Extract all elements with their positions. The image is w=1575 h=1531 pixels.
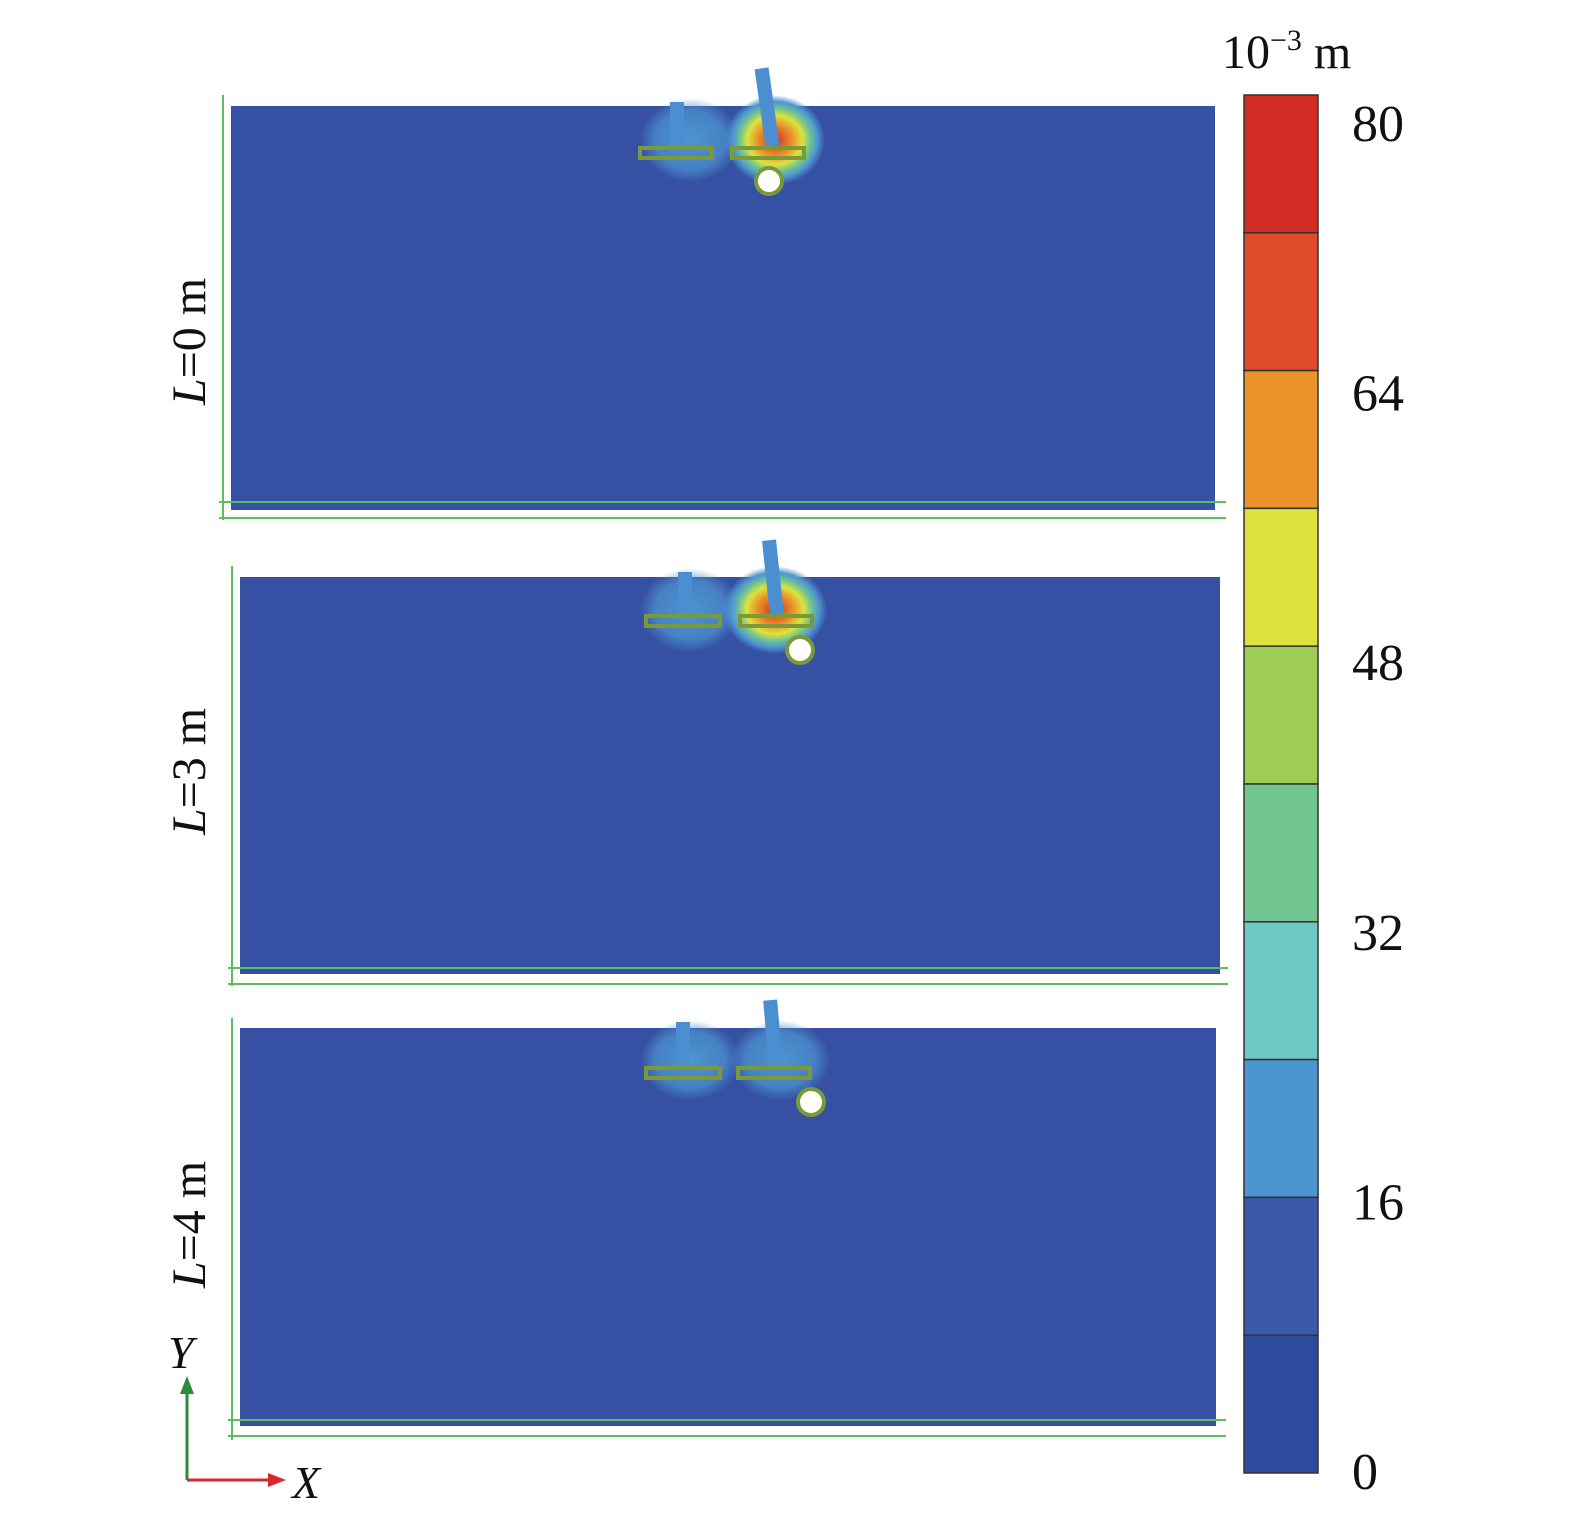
panel-l3-pile-left (678, 572, 692, 616)
coordinate-axes: Y X (168, 1327, 322, 1508)
panel-l0-footing-left (638, 146, 714, 160)
panel-l4-pile-left (676, 1022, 690, 1066)
colorbar-band (1243, 921, 1319, 1061)
colorbar-band (1243, 1058, 1319, 1199)
colorbar-tick-label: 32 (1352, 905, 1404, 962)
panel-l3-pile-right (762, 539, 784, 617)
panel-l3-boundary-supports (228, 566, 1228, 986)
colorbar-tick-label: 64 (1352, 366, 1404, 423)
colorbar-bands (1243, 94, 1319, 1474)
x-axis-label: X (290, 1457, 322, 1508)
panel-l3-tunnel (785, 635, 815, 665)
colorbar: 80 64 48 32 16 0 10−3 m (1222, 24, 1404, 1501)
panel-l0: L=0 m (163, 67, 1226, 520)
panel-l4-boundary-supports (228, 1018, 1226, 1440)
colorbar-band (1243, 232, 1319, 372)
panel-l0-boundary-supports (219, 95, 1226, 520)
colorbar-tick-label: 48 (1352, 635, 1404, 692)
panel-l0-tunnel (754, 166, 784, 196)
colorbar-tick-label: 80 (1352, 96, 1404, 153)
colorbar-band (1243, 94, 1319, 234)
panel-l0-domain (231, 106, 1215, 510)
panel-l4-footing-left (644, 1066, 722, 1080)
panel-l0-label: L=0 m (163, 278, 216, 406)
panel-l4-label: L=4 m (163, 1161, 216, 1289)
panel-l3-label: L=3 m (163, 708, 216, 836)
panel-l4-tunnel (796, 1087, 826, 1117)
colorbar-band (1243, 645, 1319, 785)
colorbar-band (1243, 783, 1319, 923)
colorbar-unit: 10−3 m (1222, 24, 1351, 79)
colorbar-band (1243, 1334, 1319, 1474)
panel-l4: L=4 m (163, 999, 1226, 1440)
colorbar-ticks: 80 64 48 32 16 0 (1352, 96, 1404, 1501)
panel-l3-domain (240, 577, 1220, 974)
panel-l0-pile-right (754, 67, 780, 147)
y-axis-arrowhead (180, 1376, 194, 1394)
panel-l0-footing-right (730, 146, 806, 160)
colorbar-band (1243, 1196, 1319, 1336)
x-axis-arrowhead (268, 1473, 286, 1487)
colorbar-band (1243, 507, 1319, 647)
panel-l3: L=3 m (163, 539, 1228, 986)
panel-l0-blue-halo (640, 98, 740, 182)
panel-l0-pile-left (670, 102, 684, 146)
panel-l3-footing-right (738, 614, 814, 628)
panel-l4-domain (240, 1028, 1216, 1426)
colorbar-tick-label: 0 (1352, 1444, 1378, 1501)
colorbar-tick-label: 16 (1352, 1174, 1404, 1231)
y-axis-label: Y (168, 1327, 198, 1378)
panel-l3-footing-left (644, 614, 722, 628)
panel-l4-footing-right (736, 1066, 812, 1080)
panel-l4-pile-right (763, 999, 783, 1067)
colorbar-band (1243, 369, 1319, 510)
